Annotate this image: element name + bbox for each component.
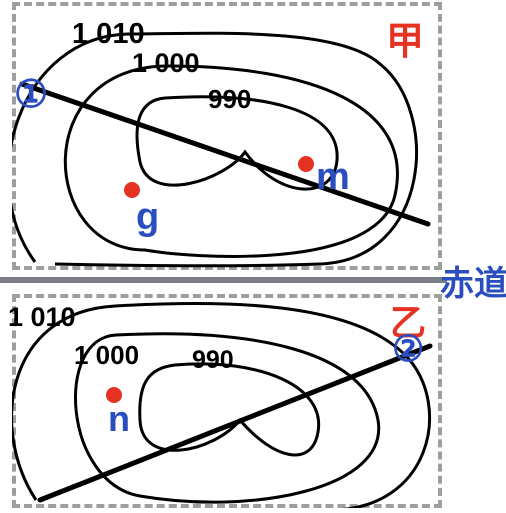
top-contour-1000: 1 000: [132, 48, 200, 79]
bottom-contour-1000: 1 000: [74, 340, 139, 371]
bottom-contour-990: 990: [192, 346, 234, 375]
point-m-dot: [298, 156, 314, 172]
point-n-dot: [106, 387, 122, 403]
bottom-contour-1010: 1 010: [8, 302, 76, 333]
top-panel-label: 甲: [386, 10, 424, 65]
equator-label: 赤道: [440, 256, 506, 305]
point-m-label: m: [316, 156, 350, 199]
diagram-canvas: 1 010 1 000 990 甲 ① g m 赤道 1 010 1 000 9…: [0, 0, 506, 513]
point-g-label: g: [136, 196, 159, 239]
contour-svg: [0, 0, 506, 513]
point-g-dot: [124, 182, 140, 198]
marker-1-circled: ①: [14, 72, 48, 117]
equator-separator: [0, 277, 447, 283]
top-contour-990: 990: [208, 84, 251, 115]
top-contour-1010: 1 010: [72, 18, 145, 51]
marker-2-circled: ②: [392, 328, 424, 370]
point-n-label: n: [108, 398, 130, 440]
